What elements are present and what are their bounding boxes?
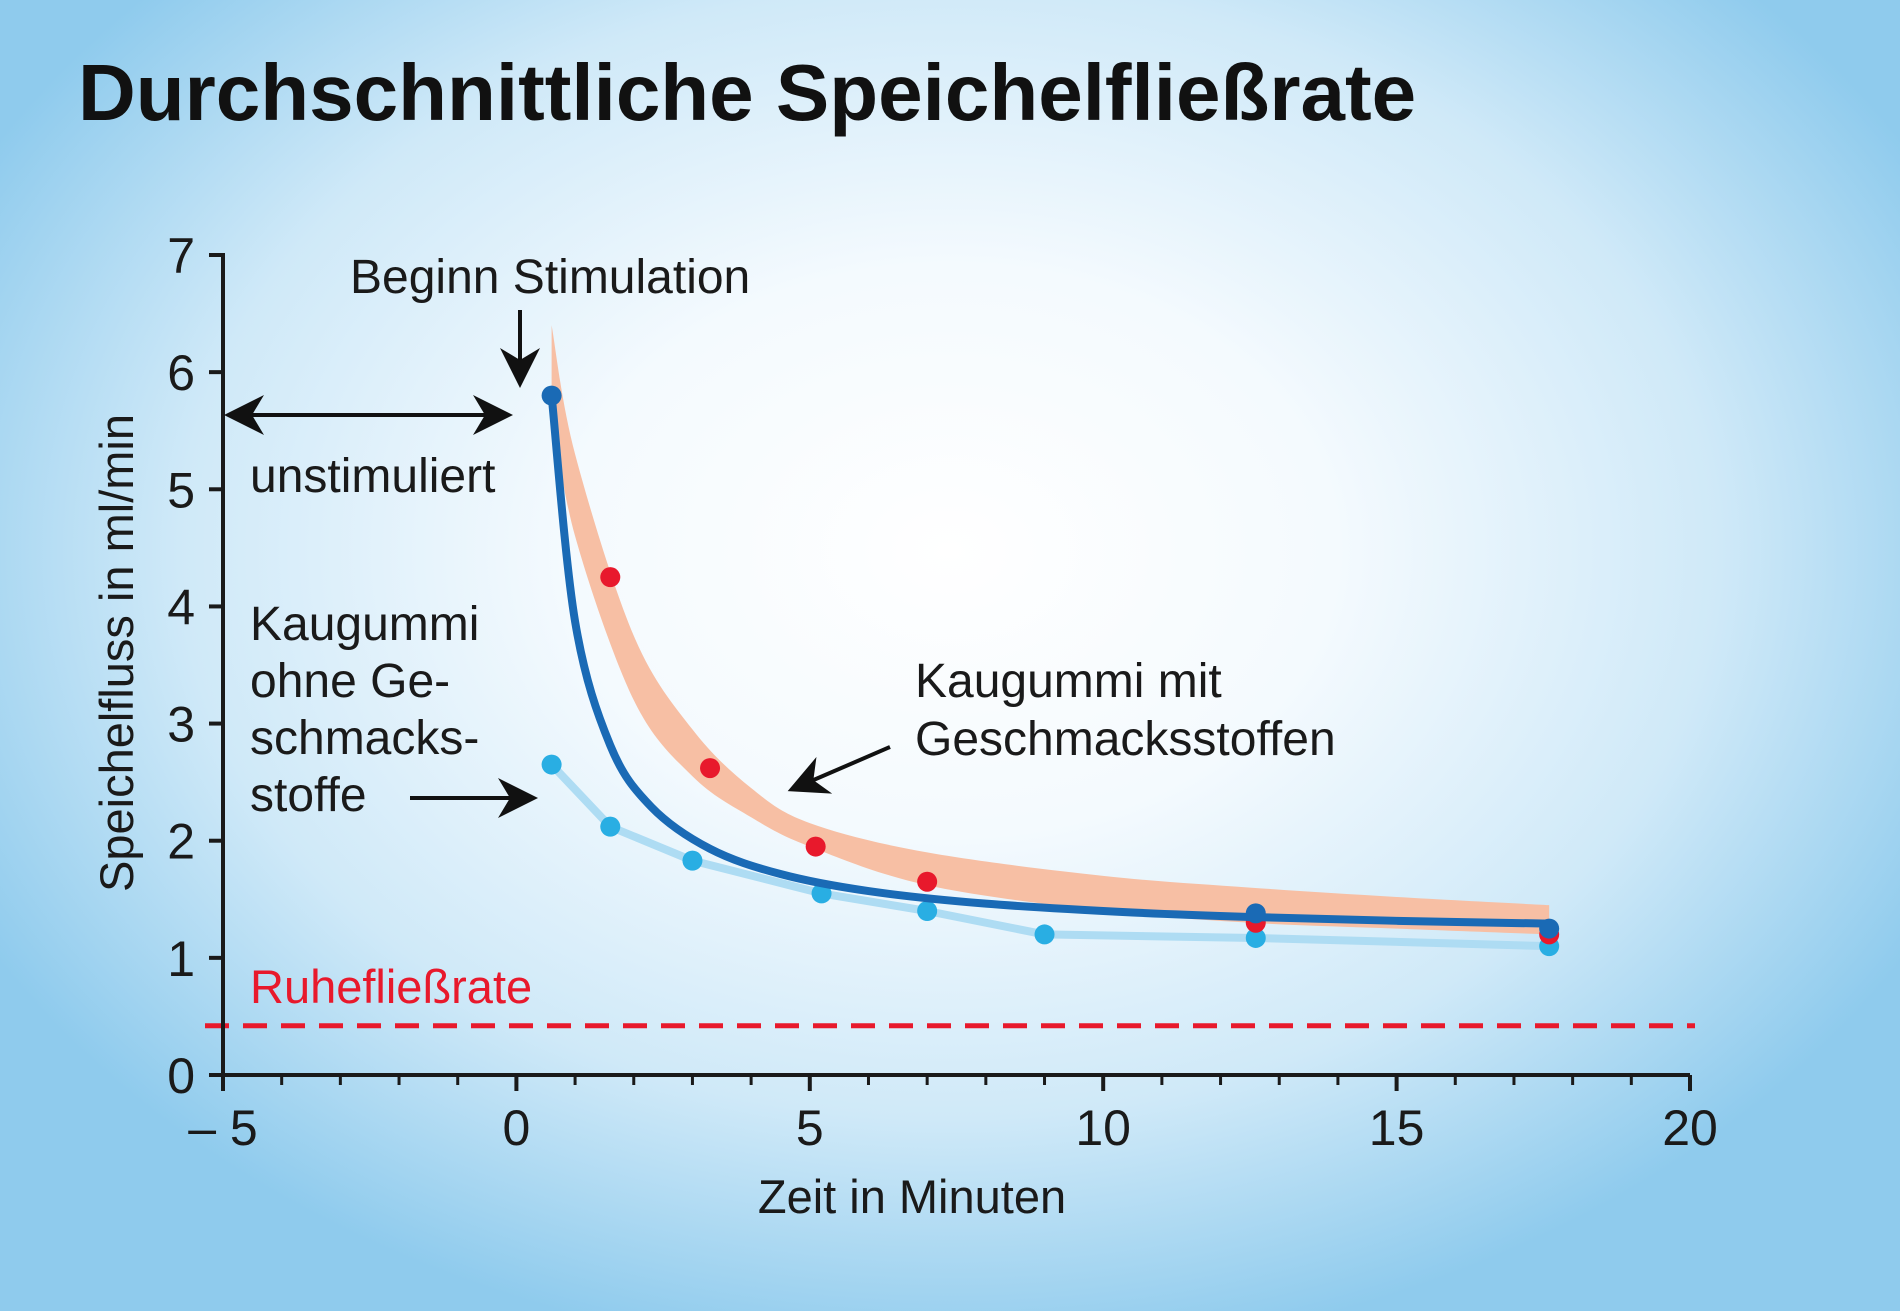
point-without-flavor-4 — [917, 901, 938, 921]
with-flavor-arrow — [787, 745, 891, 794]
x-tick-label-2: 5 — [796, 1100, 824, 1156]
x-tick-label-1: 0 — [502, 1100, 530, 1156]
annotation-stimulation: Beginn Stimulation — [350, 251, 750, 304]
y-axis-title: Speichelfluss in ml/min — [90, 414, 143, 892]
series-line-with-flavor — [547, 391, 1554, 928]
y-tick-label-2: 2 — [167, 814, 195, 870]
reference-line-label: Ruhefließrate — [250, 960, 532, 1013]
annotation-unstimulated: unstimuliert — [250, 450, 495, 503]
point-measured-0 — [600, 567, 621, 588]
point-without-flavor-3 — [811, 883, 832, 904]
annotation-without-flavor-3: schmacks- — [250, 712, 479, 765]
x-tick-label-0: – 5 — [188, 1100, 258, 1156]
point-with-flavor-1 — [1245, 903, 1266, 924]
series-line-without-flavor — [548, 761, 1550, 951]
annotation-without-flavor-4: stoffe — [250, 769, 367, 822]
y-tick-label-4: 4 — [167, 579, 195, 635]
point-measured-2 — [805, 836, 826, 857]
point-without-flavor-2 — [682, 850, 703, 871]
point-without-flavor-0 — [541, 754, 562, 775]
point-with-flavor-0 — [541, 385, 562, 406]
y-tick-label-5: 5 — [167, 462, 195, 518]
point-without-flavor-6 — [1245, 927, 1266, 948]
chart-title: Durchschnittliche Speichelfließrate — [78, 48, 1416, 137]
point-measured-3 — [917, 871, 938, 892]
point-without-flavor-1 — [600, 816, 621, 837]
y-tick-label-3: 3 — [167, 697, 195, 753]
annotation-without-flavor-1: Kaugummi — [250, 598, 479, 651]
point-with-flavor-2 — [1539, 918, 1560, 939]
x-tick-label-5: 20 — [1662, 1100, 1718, 1156]
y-tick-label-0: 0 — [167, 1048, 195, 1104]
y-tick-label-7: 7 — [167, 228, 195, 284]
y-tick-label-1: 1 — [167, 931, 195, 987]
x-tick-label-4: 15 — [1369, 1100, 1425, 1156]
x-axis-title: Zeit in Minuten — [758, 1170, 1066, 1223]
x-tick-label-3: 10 — [1075, 1100, 1131, 1156]
annotation-with-flavor-1: Kaugummi mit — [915, 655, 1222, 708]
y-tick-label-6: 6 — [167, 345, 195, 401]
series-layer — [205, 385, 1695, 1029]
point-measured-1 — [700, 758, 721, 779]
annotation-without-flavor-2: ohne Ge- — [250, 655, 450, 708]
annotation-with-flavor-2: Geschmacksstoffen — [915, 713, 1336, 766]
point-without-flavor-5 — [1034, 924, 1055, 945]
